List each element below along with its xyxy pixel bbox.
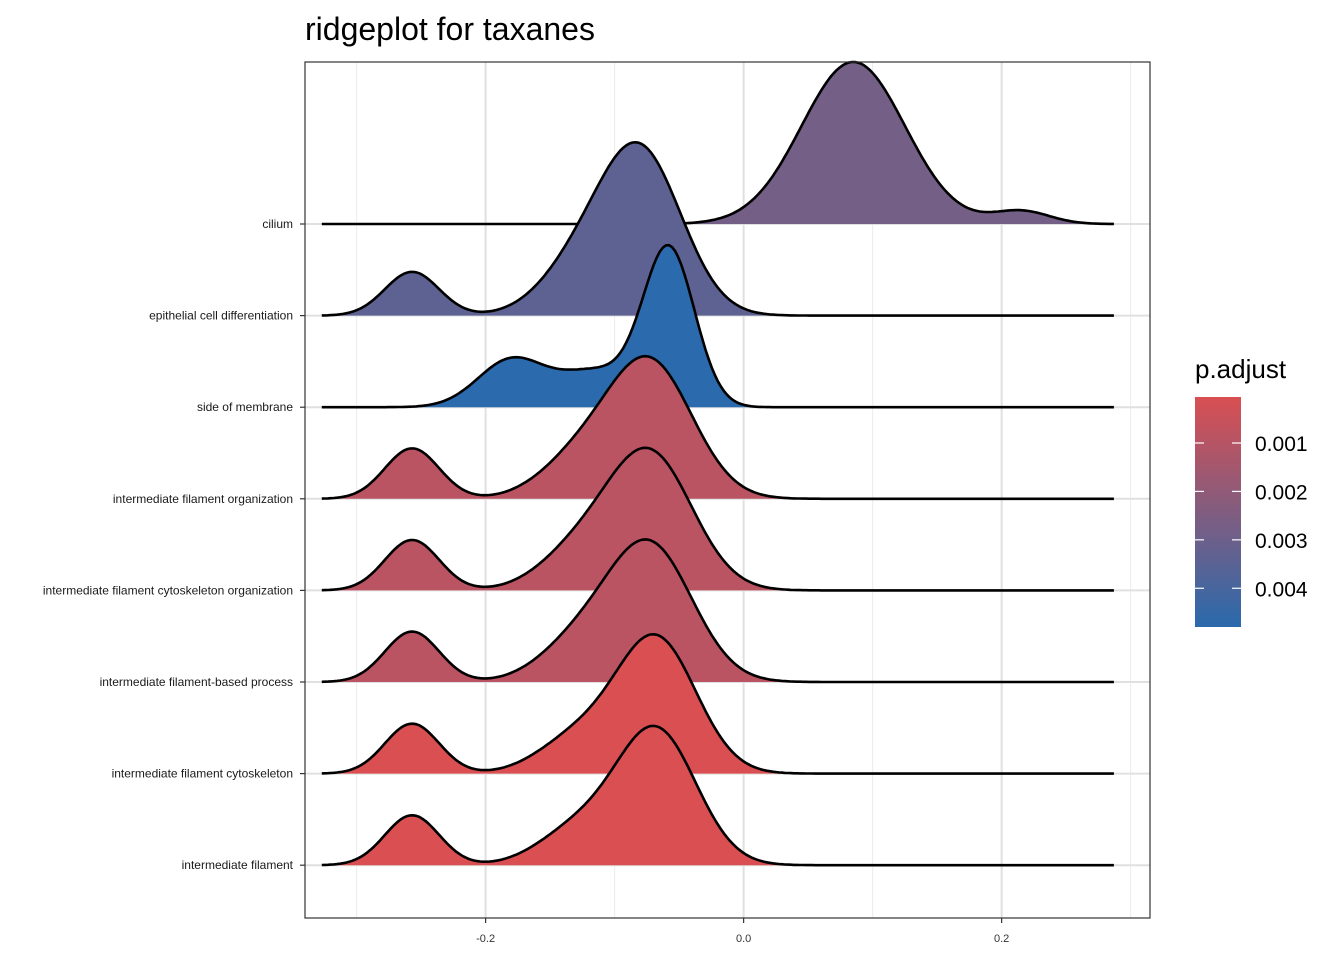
ridge-area xyxy=(321,725,1114,866)
plot-border xyxy=(304,61,1151,919)
legend-tick-label: 0.002 xyxy=(1255,481,1308,504)
y-tick-label: intermediate filament cytoskeleton organ… xyxy=(43,583,293,597)
legend: p.adjust 0.001 0.002 0.003 0.004 xyxy=(1195,354,1308,627)
ridge-area xyxy=(321,539,1114,682)
x-axis: -0.2 0.0 0.2 xyxy=(476,918,1009,945)
legend-tick-label: 0.001 xyxy=(1255,433,1308,456)
ridge-line xyxy=(321,141,1114,317)
ridges-layer xyxy=(321,60,1114,867)
ridge-area xyxy=(321,447,1114,591)
ridge-line xyxy=(321,538,1114,684)
ridge-area xyxy=(321,245,1114,408)
y-tick-label: epithelial cell differentiation xyxy=(149,309,293,323)
y-tick-label: intermediate filament xyxy=(182,858,294,872)
legend-colorbar xyxy=(1195,397,1241,627)
legend-tick-label: 0.003 xyxy=(1255,530,1308,553)
ridge-area xyxy=(321,634,1114,774)
x-tick-label: 0.0 xyxy=(736,933,751,945)
y-tick-label: cilium xyxy=(262,217,293,231)
y-tick-label: intermediate filament cytoskeleton xyxy=(112,767,293,781)
legend-title: p.adjust xyxy=(1195,354,1287,384)
ridge-line xyxy=(321,60,1114,226)
legend-tick-label: 0.004 xyxy=(1255,578,1308,601)
chart-title: ridgeplot for taxanes xyxy=(305,11,595,47)
y-tick-label: intermediate filament organization xyxy=(113,492,293,506)
x-tick-label: -0.2 xyxy=(476,933,495,945)
ridge-area xyxy=(321,142,1114,316)
ridge-line xyxy=(321,633,1114,775)
ridge-line xyxy=(321,243,1114,409)
ridge-area xyxy=(321,356,1114,499)
legend-ticks: 0.001 0.002 0.003 0.004 xyxy=(1195,433,1308,601)
ridge-line xyxy=(321,446,1114,592)
ridge-area xyxy=(321,62,1114,224)
x-tick-label: 0.2 xyxy=(994,933,1009,945)
y-tick-label: intermediate filament-based process xyxy=(100,675,293,689)
y-axis: cilium epithelial cell differentiation sid… xyxy=(43,217,305,872)
y-tick-label: side of membrane xyxy=(197,400,293,414)
ridge-line xyxy=(321,354,1114,501)
ridge-line xyxy=(321,724,1114,867)
